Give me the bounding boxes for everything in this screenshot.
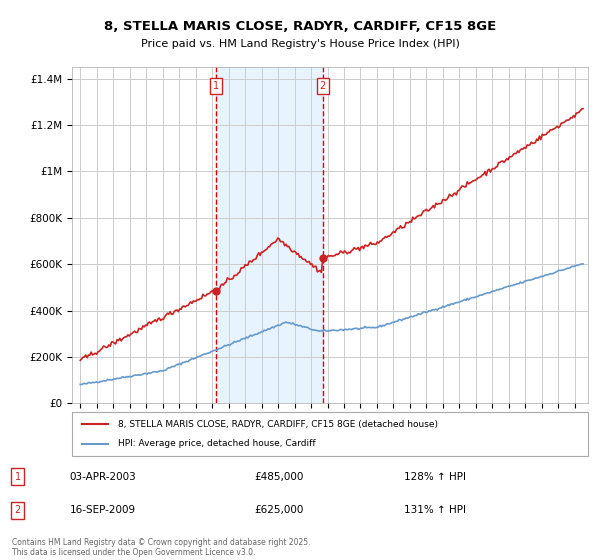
Text: £485,000: £485,000 [254, 472, 303, 482]
Text: Contains HM Land Registry data © Crown copyright and database right 2025.
This d: Contains HM Land Registry data © Crown c… [12, 538, 311, 557]
Text: 2: 2 [320, 81, 326, 91]
Text: 8, STELLA MARIS CLOSE, RADYR, CARDIFF, CF15 8GE (detached house): 8, STELLA MARIS CLOSE, RADYR, CARDIFF, C… [118, 419, 439, 428]
Text: 03-APR-2003: 03-APR-2003 [70, 472, 136, 482]
Text: 16-SEP-2009: 16-SEP-2009 [70, 505, 136, 515]
Text: 1: 1 [213, 81, 220, 91]
Point [211, 286, 221, 295]
Text: HPI: Average price, detached house, Cardiff: HPI: Average price, detached house, Card… [118, 440, 316, 449]
Text: Price paid vs. HM Land Registry's House Price Index (HPI): Price paid vs. HM Land Registry's House … [140, 39, 460, 49]
Point [318, 254, 328, 263]
Text: 131% ↑ HPI: 131% ↑ HPI [404, 505, 466, 515]
Text: 8, STELLA MARIS CLOSE, RADYR, CARDIFF, CF15 8GE: 8, STELLA MARIS CLOSE, RADYR, CARDIFF, C… [104, 20, 496, 32]
Bar [216, 67, 323, 403]
Text: 2: 2 [14, 505, 21, 515]
FancyBboxPatch shape [72, 412, 588, 456]
Text: 128% ↑ HPI: 128% ↑ HPI [404, 472, 466, 482]
Text: 1: 1 [14, 472, 21, 482]
Text: £625,000: £625,000 [254, 505, 303, 515]
